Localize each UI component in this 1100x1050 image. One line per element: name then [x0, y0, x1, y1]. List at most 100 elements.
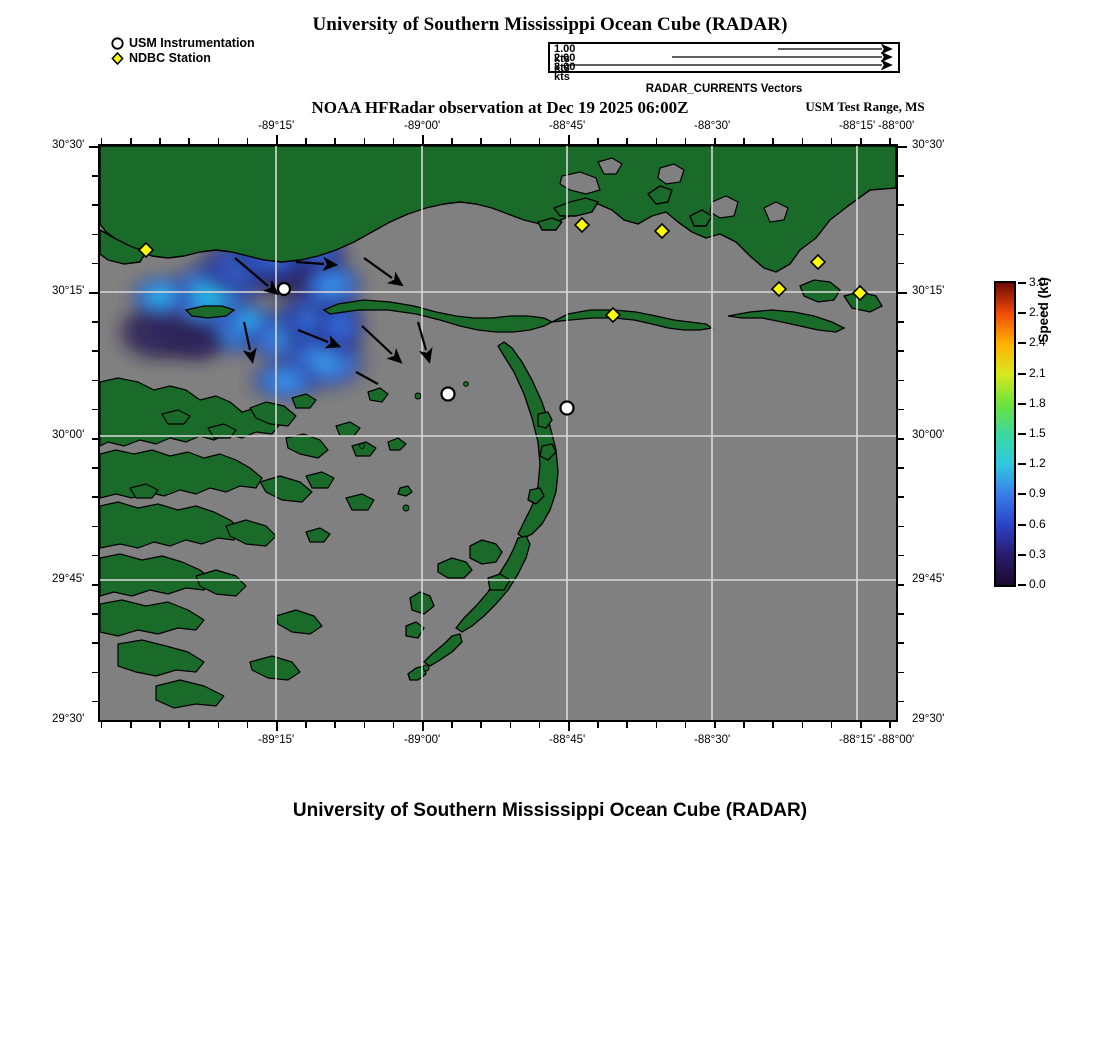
axis-tick [246, 138, 249, 144]
axis-tick [92, 438, 98, 440]
axis-tick [889, 138, 891, 144]
axis-tick-label: -88°45' [549, 734, 586, 746]
observation-subtitle: NOAA HFRadar observation at Dec 19 2025 … [311, 98, 689, 117]
axis-tick [422, 722, 424, 731]
axis-tick [92, 642, 98, 644]
colorbar-tick-label: 1.8 [1029, 395, 1046, 410]
axis-tick-label: 29°30' [912, 713, 945, 725]
axis-tick [898, 584, 904, 586]
axis-tick [509, 138, 512, 144]
axis-tick-label: 30°15' [912, 285, 945, 297]
axis-tick-label: -88°30' [694, 120, 731, 132]
axis-tick [898, 554, 904, 557]
colorbar-tick-label: 2.4 [1029, 335, 1046, 350]
axis-tick [772, 138, 774, 144]
axis-tick-label: -89°15' [258, 734, 295, 746]
axis-tick [100, 138, 103, 144]
colorbar [994, 281, 1016, 587]
axis-tick [130, 722, 132, 728]
axis-tick [568, 722, 570, 731]
axis-tick [92, 408, 98, 411]
legend-label-usm: USM Instrumentation [129, 36, 255, 50]
usm-instrument-markers [276, 281, 575, 416]
axis-tick [801, 138, 804, 144]
axis-tick [626, 138, 628, 144]
axis-tick [626, 722, 628, 728]
legend-item-usm: USM Instrumentation [110, 36, 255, 51]
colorbar-tick-label: 1.2 [1029, 456, 1046, 471]
axis-tick [92, 350, 98, 352]
ndbc-station-marker [770, 280, 788, 298]
axis-tick-label: 29°45' [52, 573, 85, 585]
axis-tick [743, 722, 745, 728]
axis-tick [92, 584, 98, 586]
axis-tick [898, 671, 904, 674]
axis-tick [772, 722, 774, 728]
axis-tick-label: 30°15' [52, 285, 85, 297]
ndbc-station-marker [573, 216, 591, 234]
axis-tick [422, 135, 424, 144]
axis-tick [898, 146, 907, 148]
axis-tick [451, 722, 453, 728]
axis-tick-label: -88°00' [878, 120, 915, 132]
axis-tick [538, 722, 541, 728]
axis-tick [92, 496, 98, 498]
map-canvas[interactable] [98, 144, 898, 722]
vector-scale-label-2: 2.00 kts [554, 52, 576, 74]
colorbar-tick-label: 0.0 [1029, 577, 1046, 591]
page-title: University of Southern Mississippi Ocean… [312, 14, 788, 35]
footer-title: University of Southern Mississippi Ocean… [292, 800, 808, 821]
axis-tick-label: 29°45' [912, 573, 945, 585]
axis-tick-label: -88°15' [839, 120, 876, 132]
ndbc-station-marker [809, 253, 827, 271]
offshore-specks [359, 381, 469, 672]
axis-tick [898, 613, 904, 615]
coastal-bays [559, 157, 789, 223]
axis-tick [89, 292, 98, 294]
axis-tick [898, 700, 904, 703]
axis-tick [801, 722, 804, 728]
axis-tick [538, 138, 541, 144]
axis-tick [480, 722, 482, 728]
axis-tick [898, 496, 904, 498]
axis-tick [392, 722, 395, 728]
axis-tick [898, 438, 904, 440]
axis-tick [92, 613, 98, 615]
landmass [100, 146, 896, 273]
axis-tick [830, 722, 833, 728]
axis-tick [860, 722, 862, 728]
axis-tick [898, 642, 904, 644]
barrier-islands [184, 279, 883, 333]
axis-tick [130, 138, 132, 144]
axis-tick-label: -89°00' [404, 120, 441, 132]
axis-tick [363, 138, 366, 144]
axis-tick [480, 138, 482, 144]
usm-instrument-marker [440, 386, 456, 402]
axis-tick [246, 722, 249, 728]
axis-tick [188, 138, 190, 144]
axis-tick [276, 722, 278, 731]
axis-tick [100, 722, 103, 728]
axis-tick-label: -89°15' [258, 120, 295, 132]
region-label: USM Test Range, MS [805, 99, 925, 114]
colorbar-tick-label: 0.6 [1029, 516, 1046, 531]
vector-scale-arrows [566, 43, 893, 71]
axis-tick-label: 30°30' [912, 139, 945, 151]
vector-scale-label-1: 1.00 kts [554, 43, 576, 65]
colorbar-tick [1018, 553, 1026, 556]
axis-tick [597, 138, 599, 144]
axis-tick [363, 722, 366, 728]
axis-tick [714, 138, 716, 144]
axis-tick [655, 722, 658, 728]
colorbar-tick [1018, 342, 1026, 345]
axis-tick-label: -88°00' [878, 734, 915, 746]
colorbar-tick [1018, 402, 1026, 405]
axis-tick [898, 379, 904, 382]
axis-tick [334, 138, 336, 144]
axis-tick [898, 292, 907, 294]
ndbc-station-marker [653, 222, 671, 240]
legend-item-ndbc: NDBC Station [110, 51, 255, 66]
ndbc-station-marker [604, 306, 622, 324]
axis-tick [898, 175, 904, 177]
marker-legend: USM Instrumentation NDBC Station [110, 36, 255, 66]
